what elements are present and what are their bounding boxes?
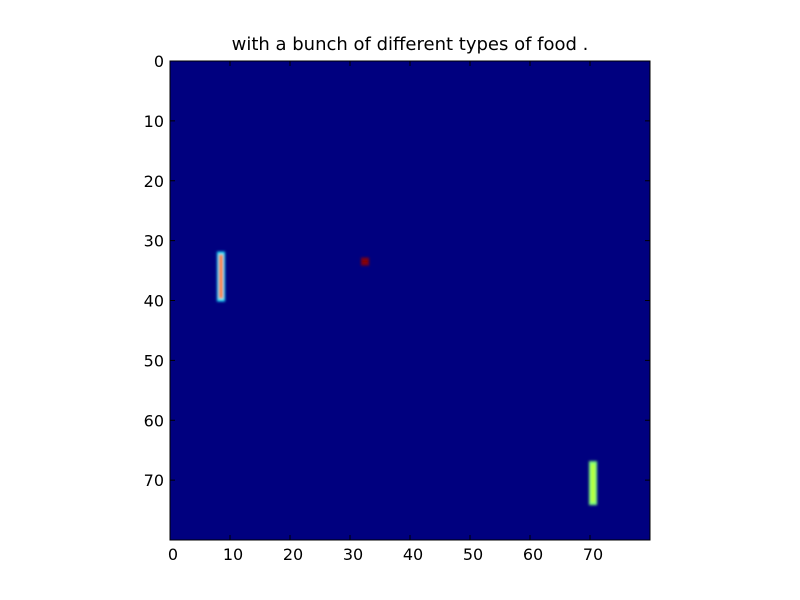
y-tick-label: 40 [144,292,164,311]
y-tick-label: 20 [144,172,164,191]
chart-title: with a bunch of different types of food … [231,34,589,55]
heatmap-background [170,61,650,540]
heatmap-region-1 [361,257,369,266]
x-tick-label: 10 [223,545,243,564]
x-tick-label: 30 [343,545,363,564]
heatmap-region-0 [217,251,225,302]
y-tick-label: 10 [144,112,164,131]
heatmap-layer [170,61,650,540]
y-tick-label: 30 [144,232,164,251]
y-tick-label: 60 [144,411,164,430]
x-tick-label: 50 [463,545,483,564]
heatmap-region-2 [589,461,597,506]
y-tick-label: 0 [154,52,164,71]
x-tick-label: 60 [523,545,543,564]
x-tick-label: 70 [583,545,603,564]
x-tick-label: 40 [403,545,423,564]
x-tick-label: 20 [283,545,303,564]
axis-ticks: 0 10 20 30 40 50 60 70 0 10 20 30 40 50 60 70 [144,52,651,564]
x-tick-label: 0 [168,545,178,564]
y-tick-label: 70 [144,471,164,490]
y-tick-label: 50 [144,351,164,370]
